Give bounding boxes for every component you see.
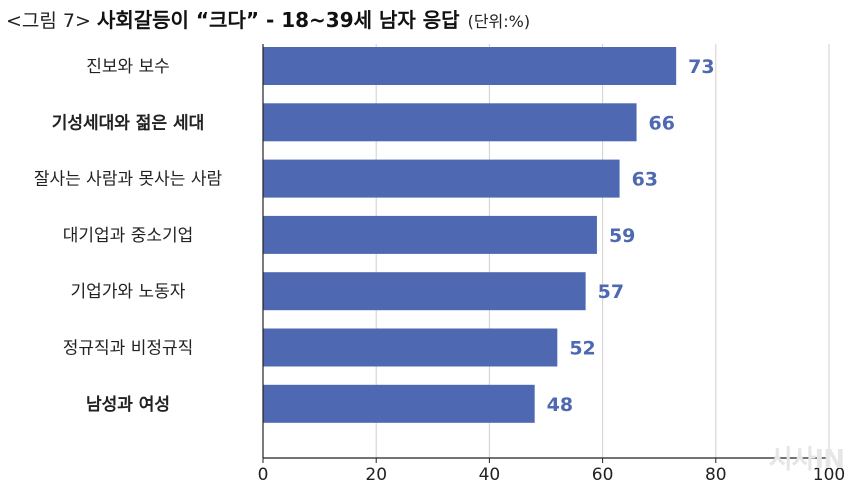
value-label: 57 xyxy=(598,281,624,303)
category-label: 잘사는 사람과 못사는 사람 xyxy=(34,170,223,190)
category-label: 기성세대와 젊은 세대 xyxy=(52,112,205,133)
value-label: 63 xyxy=(632,169,658,191)
category-label: 남성과 여성 xyxy=(86,395,170,415)
x-tick-label: 40 xyxy=(479,465,501,485)
watermark-logo: 시사IN xyxy=(768,445,845,475)
chart-title-row: <그림 7> 사회갈등이 “크다” - 18~39세 남자 응답 (단위:%) xyxy=(6,4,530,32)
value-label: 52 xyxy=(569,338,595,360)
bar xyxy=(263,328,558,367)
bar xyxy=(263,47,677,85)
value-label: 73 xyxy=(688,56,714,78)
category-label: 진보와 보수 xyxy=(86,57,170,77)
bar xyxy=(263,272,586,311)
bar xyxy=(263,159,620,198)
category-label: 정규직과 비정규직 xyxy=(63,339,194,359)
chart-title: 사회갈등이 “크다” - 18~39세 남자 응답 xyxy=(96,8,460,32)
category-label: 기업가와 노동자 xyxy=(71,282,186,302)
value-label: 59 xyxy=(609,225,635,247)
bar xyxy=(263,215,597,254)
bar xyxy=(263,103,637,142)
bar xyxy=(263,384,535,423)
x-tick-label: 60 xyxy=(592,465,614,485)
x-tick-label: 100 xyxy=(813,465,845,485)
unit-label: (단위:%) xyxy=(467,12,531,31)
category-label: 대기업과 중소기업 xyxy=(63,226,194,246)
value-label: 48 xyxy=(547,394,573,416)
x-tick-label: 20 xyxy=(365,465,387,485)
figure-number: <그림 7> xyxy=(6,10,91,32)
x-tick-label: 0 xyxy=(258,465,269,485)
value-label: 66 xyxy=(649,112,675,134)
x-tick-label: 80 xyxy=(705,465,727,485)
